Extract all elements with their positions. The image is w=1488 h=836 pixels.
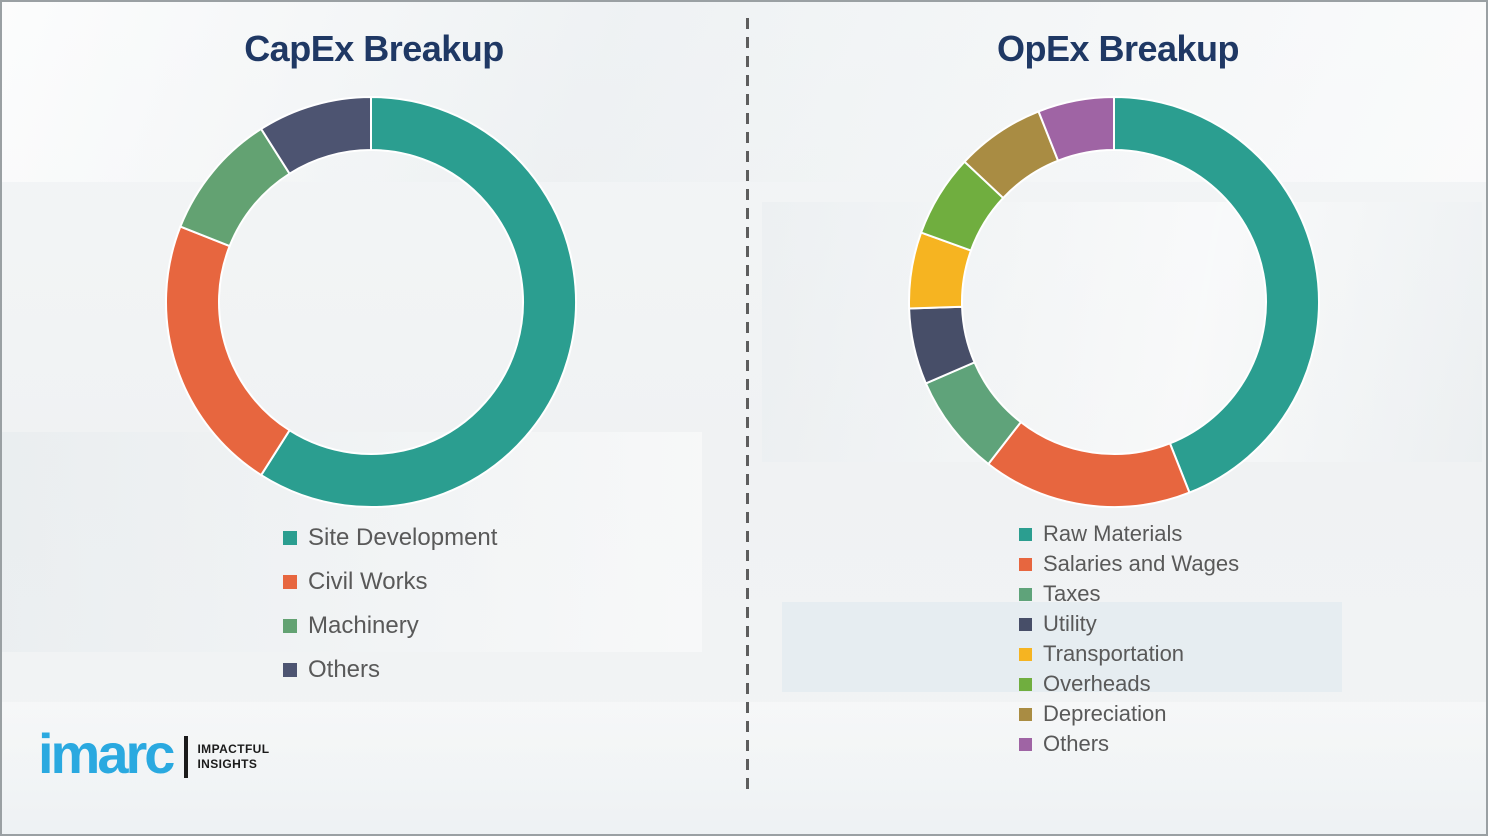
- capex-donut-chart: [165, 95, 577, 508]
- legend-swatch: [1019, 707, 1032, 721]
- imarc-logo: imarc IMPACTFUL INSIGHTS: [38, 726, 269, 782]
- legend-label: Overheads: [1043, 671, 1151, 696]
- legend-item-raw-materials: Raw Materials: [1019, 519, 1239, 549]
- dashed-divider: [746, 18, 749, 794]
- imarc-tagline-line1: IMPACTFUL: [197, 742, 270, 756]
- capex-legend: Site Development Civil Works Machinery Othe…: [283, 516, 497, 692]
- legend-label: Raw Materials: [1043, 521, 1183, 546]
- capex-chart-title: CapEx Breakup: [244, 28, 504, 69]
- donut-segment-salaries-and-wages: [986, 420, 1191, 508]
- donut-segment-others: [259, 95, 372, 176]
- legend-swatch: [283, 531, 297, 545]
- donut-segment-site-development: [259, 95, 577, 508]
- legend-item-taxes: Taxes: [1019, 579, 1239, 609]
- legend-label: Others: [1043, 731, 1110, 756]
- legend-label: Salaries and Wages: [1043, 551, 1240, 576]
- legend-label: Transportation: [1043, 641, 1185, 666]
- legend-swatch: [1019, 587, 1032, 601]
- imarc-logo-separator: [184, 736, 189, 778]
- opex-legend: Raw Materials Salaries and Wages Taxes Util…: [1019, 519, 1239, 759]
- legend-swatch: [1019, 527, 1032, 541]
- legend-item-utility: Utility: [1019, 609, 1239, 639]
- legend-swatch: [283, 575, 297, 589]
- legend-swatch: [1019, 617, 1032, 631]
- legend-swatch: [283, 619, 297, 633]
- legend-swatch: [1019, 677, 1032, 691]
- imarc-tagline-line2: INSIGHTS: [197, 757, 258, 771]
- legend-item-transportation: Transportation: [1019, 639, 1239, 669]
- opex-chart-title: OpEx Breakup: [996, 28, 1240, 69]
- donut-segment-raw-materials: [1113, 95, 1320, 494]
- imarc-tagline: IMPACTFUL INSIGHTS: [197, 742, 269, 772]
- legend-label: Others: [308, 656, 381, 683]
- legend-item-others: Others: [283, 648, 497, 692]
- legend-item-others: Others: [1019, 729, 1239, 759]
- imarc-brand-text: imarc: [38, 722, 175, 785]
- donut-segment-civil-works: [165, 225, 291, 477]
- legend-item-site-development: Site Development: [283, 516, 497, 560]
- opex-donut-chart: [908, 95, 1320, 508]
- legend-swatch: [1019, 557, 1032, 571]
- legend-label: Machinery: [308, 612, 419, 639]
- legend-item-depreciation: Depreciation: [1019, 699, 1239, 729]
- legend-item-machinery: Machinery: [283, 604, 497, 648]
- legend-label: Utility: [1043, 611, 1097, 636]
- legend-item-salaries-and-wages: Salaries and Wages: [1019, 549, 1239, 579]
- legend-swatch: [1019, 647, 1032, 661]
- donut-segment-others: [1037, 95, 1115, 162]
- legend-label: Taxes: [1043, 581, 1101, 606]
- legend-label: Depreciation: [1043, 701, 1167, 726]
- legend-swatch: [283, 663, 297, 677]
- legend-item-overheads: Overheads: [1019, 669, 1239, 699]
- legend-item-civil-works: Civil Works: [283, 560, 497, 604]
- legend-swatch: [1019, 737, 1032, 751]
- legend-label: Site Development: [308, 524, 498, 551]
- legend-label: Civil Works: [308, 568, 428, 595]
